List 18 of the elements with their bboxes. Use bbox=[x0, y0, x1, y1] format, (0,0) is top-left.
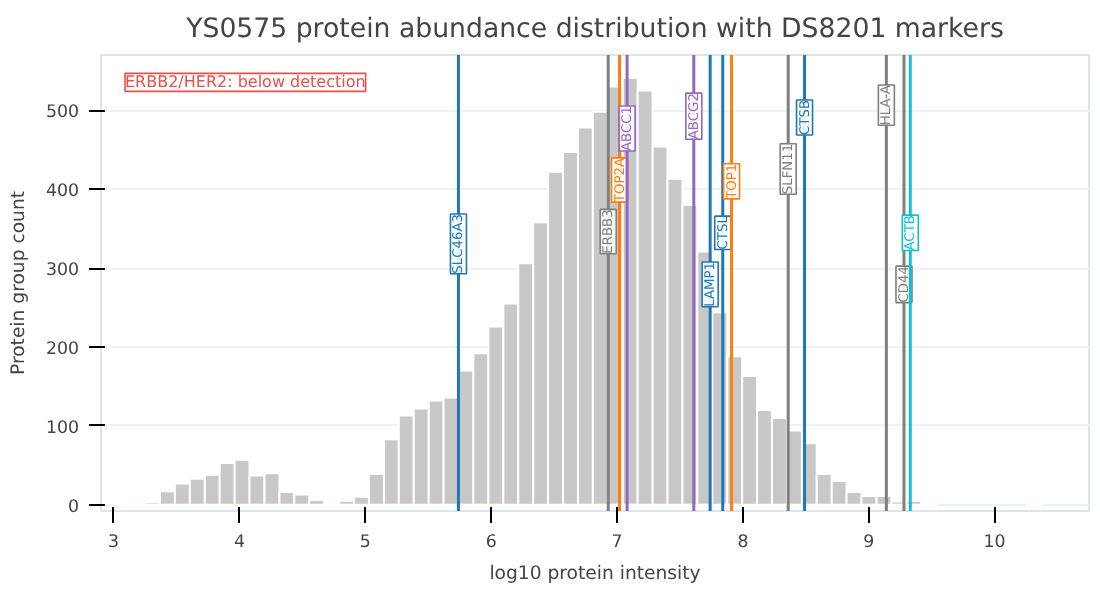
x-tick-label: 10 bbox=[983, 533, 1006, 553]
y-axis-title: Protein group count bbox=[7, 190, 30, 376]
y-tick-label: 0 bbox=[67, 497, 80, 518]
x-tick-label: 9 bbox=[863, 533, 875, 553]
y-tick-label: 500 bbox=[45, 103, 80, 124]
x-axis-title: log10 protein intensity bbox=[489, 563, 702, 585]
x-tick-label: 6 bbox=[485, 533, 497, 553]
y-tick-label: 100 bbox=[45, 418, 80, 439]
x-tick-label: 3 bbox=[108, 533, 120, 553]
y-tick-label: 200 bbox=[45, 339, 80, 360]
y-tick-label: 300 bbox=[45, 261, 80, 282]
annotation: ERBB2/HER2: below detection bbox=[125, 73, 366, 92]
x-tick-label: 7 bbox=[611, 533, 623, 553]
x-tick-label: 4 bbox=[233, 533, 246, 553]
x-tick-label: 5 bbox=[359, 533, 371, 553]
y-tick-label: 400 bbox=[45, 182, 80, 203]
chart-title: YS0575 protein abundance distribution with DS8201 markers bbox=[184, 15, 1004, 45]
x-tick-label: 8 bbox=[737, 533, 749, 553]
